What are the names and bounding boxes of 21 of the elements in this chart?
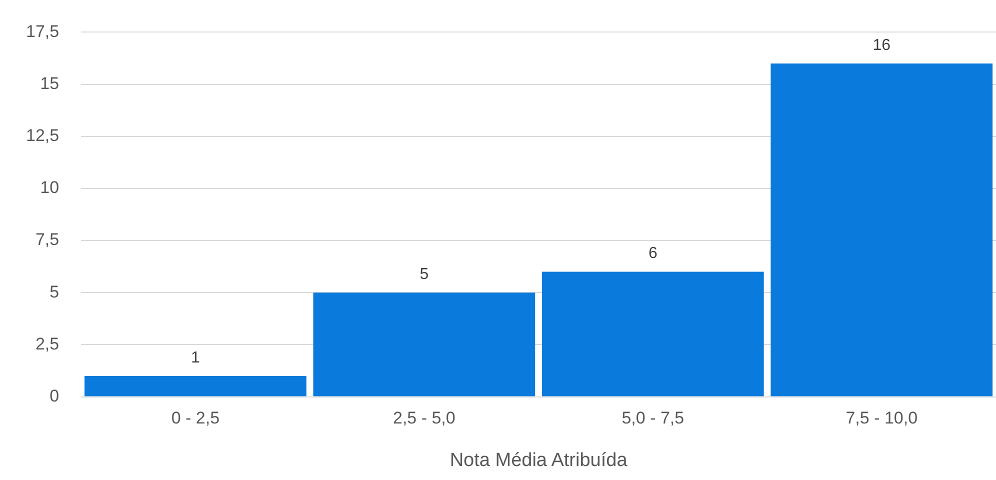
x-tick-label: 2,5 - 5,0 — [392, 408, 456, 428]
data-label: 5 — [420, 266, 429, 284]
x-axis-title: Nota Média Atribuída — [450, 450, 628, 471]
y-tick-label: 2,5 — [35, 334, 60, 354]
y-tick-label: 5 — [50, 282, 60, 302]
y-tick-label: 17,5 — [26, 22, 60, 41]
bar — [542, 272, 764, 396]
y-tick-label: 10 — [40, 178, 60, 198]
data-label: 16 — [872, 36, 891, 54]
y-tick-label: 12,5 — [26, 126, 60, 146]
bar — [84, 376, 306, 396]
bar — [770, 63, 993, 396]
y-tick-label: 7,5 — [35, 230, 60, 250]
x-tick-label: 0 - 2,5 — [171, 408, 220, 428]
bar — [313, 292, 536, 396]
x-tick-label: 5,0 - 7,5 — [622, 408, 684, 428]
y-tick-label: 0 — [50, 386, 60, 406]
data-label: 6 — [648, 245, 658, 262]
data-label: 1 — [191, 349, 200, 366]
x-tick-label: 7,5 - 10,0 — [846, 408, 918, 428]
y-tick-label: 15 — [40, 74, 60, 93]
